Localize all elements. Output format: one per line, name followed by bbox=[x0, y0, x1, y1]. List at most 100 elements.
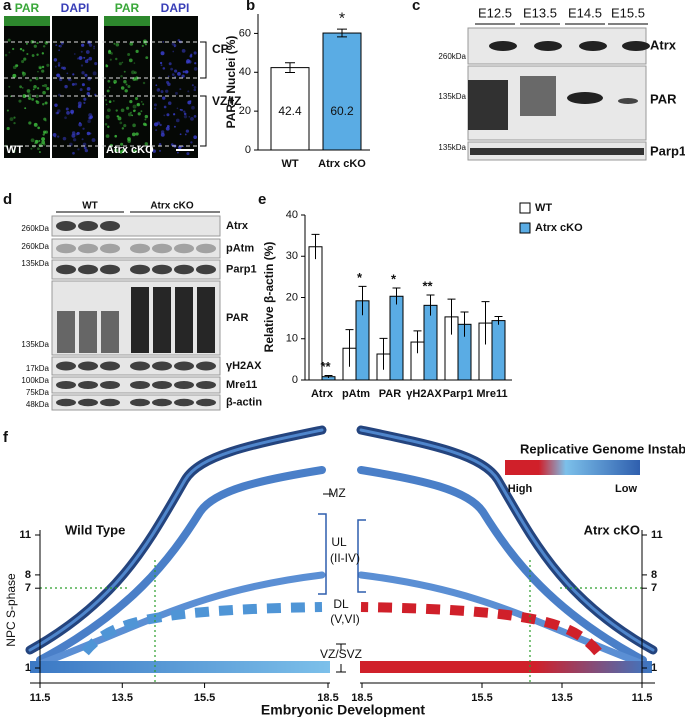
error-bar bbox=[494, 315, 503, 325]
cell-signal bbox=[142, 122, 147, 126]
x-tick-label: γH2AX bbox=[406, 388, 442, 400]
cell-signal bbox=[108, 100, 112, 103]
band bbox=[57, 311, 75, 353]
cell-signal bbox=[174, 75, 177, 78]
cell-signal bbox=[75, 132, 79, 136]
x-tick-label: Atrx cKO bbox=[318, 158, 366, 170]
cell-signal bbox=[105, 103, 108, 106]
error-bar bbox=[311, 233, 320, 260]
cell-signal bbox=[58, 49, 61, 52]
cell-signal bbox=[82, 127, 85, 130]
cell-signal bbox=[175, 91, 178, 95]
error-bar bbox=[285, 62, 295, 73]
cell-signal bbox=[137, 112, 141, 116]
x-tick-label: Atrx bbox=[311, 388, 334, 400]
band-label: PAR bbox=[226, 312, 248, 324]
cell-signal bbox=[167, 101, 172, 105]
cell-signal bbox=[56, 111, 60, 115]
cell-signal bbox=[131, 114, 133, 117]
cell-signal bbox=[92, 71, 97, 76]
cell-signal bbox=[152, 149, 156, 153]
band bbox=[78, 398, 98, 407]
band-label: Parp1 bbox=[650, 143, 685, 158]
error-bar bbox=[447, 298, 456, 335]
band bbox=[56, 381, 76, 389]
band bbox=[130, 361, 150, 371]
cell-signal bbox=[8, 85, 11, 88]
y-tick-label: 1 bbox=[25, 662, 31, 674]
cell-signal bbox=[12, 47, 15, 51]
x-tick-label: Parp1 bbox=[443, 388, 474, 400]
cell-signal bbox=[30, 138, 35, 143]
cell-signal bbox=[160, 90, 164, 94]
cell-signal bbox=[189, 54, 193, 58]
cell-signal bbox=[184, 70, 189, 74]
band bbox=[534, 41, 562, 51]
cell-signal bbox=[83, 56, 86, 59]
band bbox=[131, 287, 149, 353]
cell-signal bbox=[7, 38, 11, 42]
cell-signal bbox=[160, 132, 165, 137]
cell-signal bbox=[107, 125, 110, 128]
bar bbox=[491, 320, 506, 381]
cell-signal bbox=[80, 50, 83, 53]
x-tick-label: 13.5 bbox=[551, 692, 572, 704]
cell-signal bbox=[193, 86, 197, 89]
cell-signal bbox=[179, 108, 182, 111]
kda-marker: 260kDa bbox=[438, 52, 466, 61]
cell-signal bbox=[13, 116, 16, 119]
cell-signal bbox=[79, 103, 82, 107]
cell-signal bbox=[37, 147, 40, 151]
cell-signal bbox=[73, 138, 77, 142]
cell-signal bbox=[14, 64, 19, 68]
cell-signal bbox=[160, 51, 165, 56]
y-tick-label: 11 bbox=[19, 529, 31, 541]
cell-signal bbox=[27, 96, 32, 100]
band bbox=[174, 381, 194, 389]
cell-signal bbox=[156, 121, 161, 125]
cell-signal bbox=[123, 123, 127, 128]
y-tick-label: 7 bbox=[651, 582, 657, 594]
cell-signal bbox=[53, 58, 58, 62]
cell-signal bbox=[19, 47, 23, 51]
cell-signal bbox=[162, 67, 166, 70]
cell-signal bbox=[33, 122, 38, 127]
band-label: Parp1 bbox=[226, 263, 257, 275]
y-tick-label: 20 bbox=[286, 291, 298, 303]
surface-signal bbox=[104, 16, 150, 26]
cell-signal bbox=[72, 73, 75, 76]
cell-signal bbox=[158, 143, 162, 146]
panel-letter: b bbox=[246, 0, 255, 14]
cell-signal bbox=[191, 105, 195, 110]
cell-signal bbox=[71, 82, 75, 86]
cell-signal bbox=[187, 90, 190, 93]
band bbox=[174, 361, 194, 371]
significance: * bbox=[357, 270, 363, 285]
cell-signal bbox=[173, 125, 176, 128]
cell-signal bbox=[69, 78, 72, 82]
cell-signal bbox=[79, 88, 83, 92]
cell-signal bbox=[41, 140, 46, 145]
cell-signal bbox=[43, 117, 47, 121]
cell-signal bbox=[52, 132, 57, 137]
cell-signal bbox=[177, 151, 179, 154]
cell-signal bbox=[24, 107, 27, 110]
y-tick-label: 40 bbox=[286, 209, 298, 221]
cell-signal bbox=[59, 77, 63, 82]
cell-signal bbox=[84, 73, 88, 77]
cell-signal bbox=[39, 66, 42, 70]
region-bracket bbox=[200, 41, 207, 147]
cell-signal bbox=[194, 62, 197, 65]
kda-marker: 48kDa bbox=[26, 400, 50, 409]
cell-signal bbox=[162, 96, 166, 100]
cell-signal bbox=[131, 132, 136, 137]
cell-signal bbox=[69, 142, 73, 147]
cell-signal bbox=[108, 49, 111, 53]
y-tick-label: 40 bbox=[239, 66, 251, 78]
channel-label: DAPI bbox=[161, 1, 190, 15]
cell-signal bbox=[36, 100, 40, 105]
cell-signal bbox=[113, 42, 116, 45]
cell-signal bbox=[37, 87, 40, 90]
cell-signal bbox=[31, 54, 35, 57]
cell-signal bbox=[167, 75, 170, 78]
